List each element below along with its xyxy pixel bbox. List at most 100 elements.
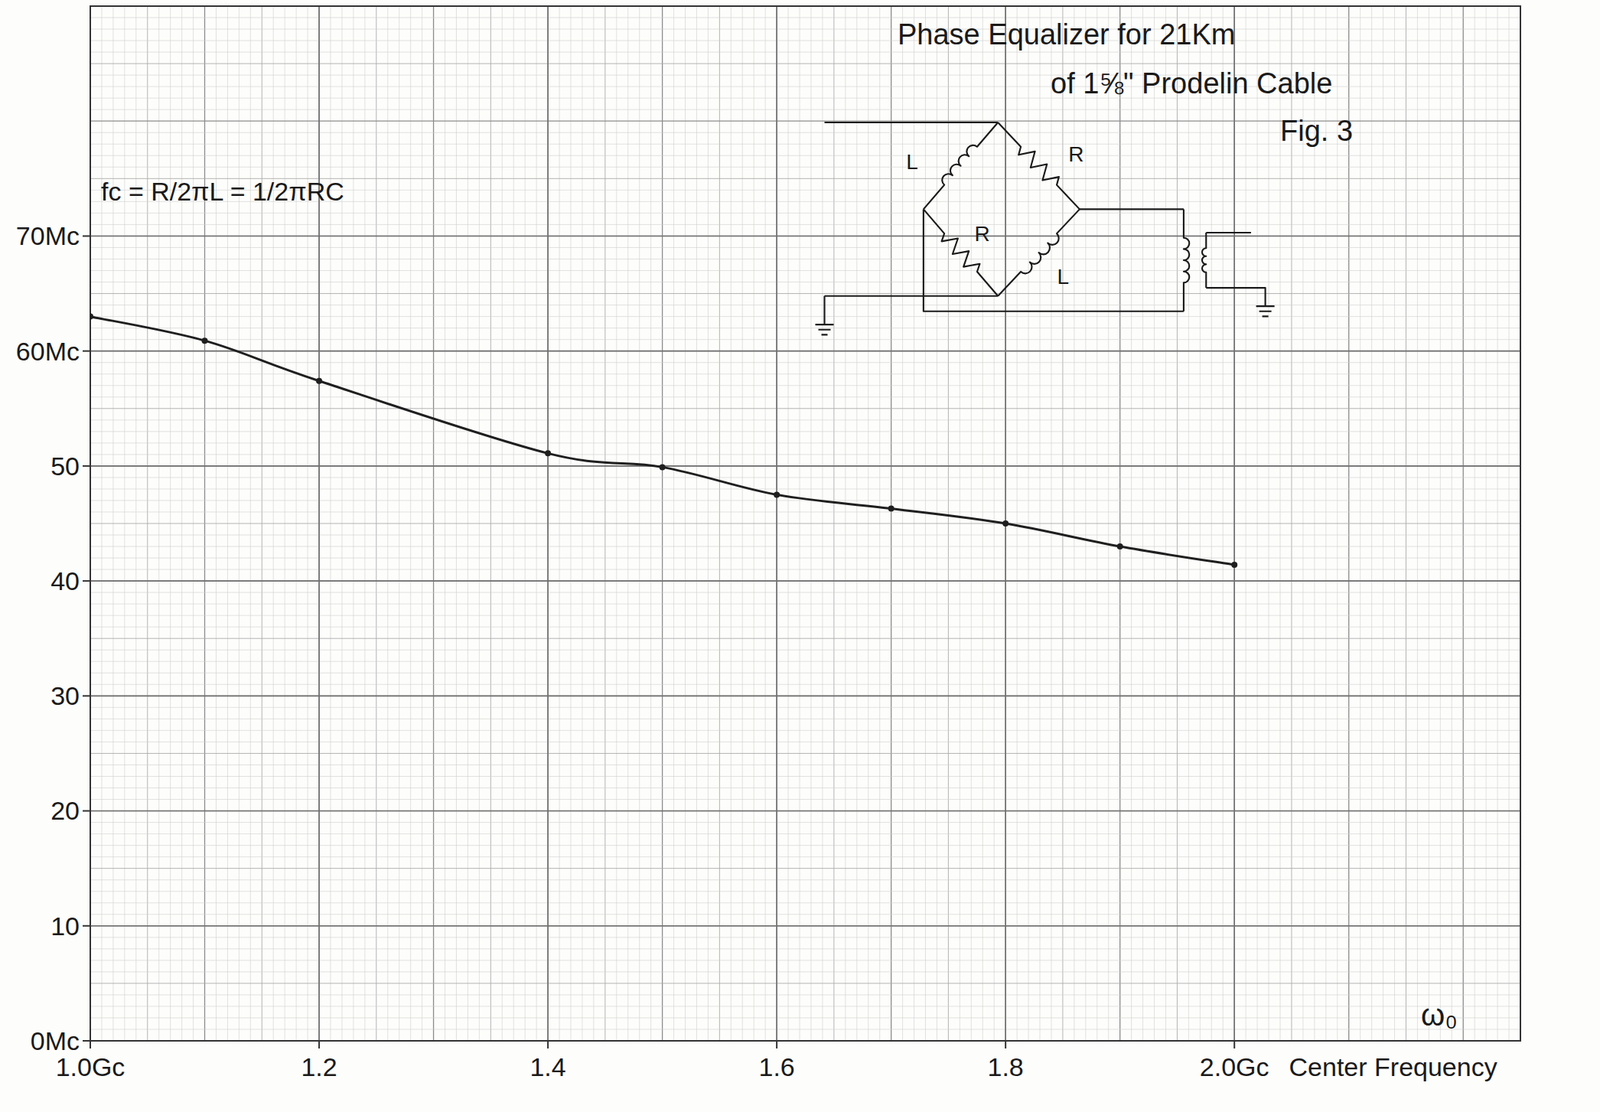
circuit-label: R: [1068, 142, 1084, 167]
data-point: [1002, 520, 1009, 527]
x-tick: [1233, 1040, 1236, 1049]
paper-line: [90, 453, 1521, 455]
paper-line: [90, 867, 1521, 869]
x-grid-line: [775, 6, 778, 1041]
paper-line: [90, 407, 1521, 409]
paper-line: [90, 304, 1521, 306]
paper-line: [90, 17, 1521, 19]
data-point: [90, 313, 94, 320]
wire: [824, 121, 999, 124]
omega-label: ω₀: [1420, 997, 1458, 1032]
paper-line: [90, 993, 1521, 995]
chart: 0Mc102030405060Mc70Mc1.0Gc1.21.41.61.82.…: [0, 0, 1600, 1112]
subtitle: of 1⅝" Prodelin Cable: [1050, 67, 1333, 100]
paper-line: [90, 224, 1521, 225]
x-grid-line: [547, 6, 549, 1041]
paper-line: [90, 661, 1521, 662]
paper-line: [90, 465, 1521, 466]
paper-line: [90, 247, 1521, 248]
y-tick-label: 10: [50, 911, 80, 941]
paper-line: [90, 109, 1521, 111]
y-tick: [82, 694, 91, 697]
paper-line: [90, 293, 1521, 294]
paper-line: [90, 707, 1521, 708]
y-tick: [82, 465, 91, 467]
paper-line: [90, 258, 1521, 260]
paper-line: [90, 948, 1521, 949]
paper-line: [90, 580, 1521, 581]
y-tick-label: 50: [50, 451, 80, 481]
paper-line: [90, 63, 1521, 65]
circuit-label: L: [905, 149, 919, 174]
y-tick: [82, 350, 91, 352]
paper-line: [1234, 6, 1236, 1041]
paper-line: [90, 1016, 1521, 1018]
background: [0, 0, 1600, 1112]
y-grid-line: [90, 580, 1521, 582]
paper-line: [90, 615, 1521, 616]
y-tick-label: 60Mc: [16, 336, 80, 366]
paper-line: [90, 29, 1521, 30]
figure-label: Fig. 3: [1280, 114, 1353, 147]
wire: [1205, 287, 1265, 307]
y-tick-label: 0Mc: [30, 1026, 80, 1056]
wire: [1079, 208, 1184, 210]
paper-line: [90, 155, 1521, 157]
paper-line: [90, 810, 1521, 812]
paper-line: [90, 419, 1521, 421]
grid: [82, 6, 1521, 1049]
paper-line: [90, 557, 1521, 559]
paper-line: [90, 281, 1521, 283]
graph-paper: [90, 6, 1521, 1041]
x-grid-line: [1233, 6, 1236, 1041]
paper-line: [90, 638, 1521, 639]
inductor: [923, 122, 998, 209]
paper-line: [90, 476, 1521, 478]
paper-line: [90, 396, 1521, 398]
paper-line: [90, 523, 1521, 525]
paper-line: [90, 913, 1521, 915]
y-grid-line: [90, 350, 1521, 352]
paper-line: [90, 212, 1521, 214]
paper-line: [90, 350, 1521, 352]
y-grid-line: [90, 465, 1521, 467]
y-tick: [82, 925, 91, 927]
paper-line: [90, 1028, 1521, 1030]
paper-line: [775, 6, 777, 1041]
paper-line: [90, 752, 1521, 754]
paper-line: [90, 902, 1521, 903]
circuit: [815, 122, 1275, 335]
paper-line: [90, 971, 1521, 972]
data-point: [888, 505, 895, 512]
paper-line: [90, 695, 1521, 697]
paper-line: [547, 6, 548, 1041]
paper-line: [90, 166, 1521, 168]
x-tick-label: 1.2: [300, 1052, 337, 1082]
x-tick-label: 1.8: [987, 1052, 1024, 1082]
paper-line: [90, 764, 1521, 766]
formula: fc = R/2πL = 1/2πRC: [101, 176, 345, 206]
title: Phase Equalizer for 21Km: [897, 18, 1236, 51]
paper-line: [90, 1005, 1521, 1007]
data-point: [773, 491, 780, 498]
paper-line: [318, 6, 320, 1041]
paper-line: [90, 361, 1521, 363]
paper-line: [90, 879, 1521, 880]
y-tick-label: 70Mc: [16, 221, 80, 251]
resistor: [997, 122, 1080, 209]
circuit-label: R: [974, 221, 991, 246]
y-tick-label: 40: [50, 566, 80, 596]
circuit-label: L: [1057, 264, 1070, 289]
y-grid-line: [90, 810, 1521, 812]
paper-line: [90, 856, 1521, 858]
paper-line: [90, 40, 1521, 42]
y-tick: [82, 234, 91, 237]
paper-line: [90, 718, 1521, 720]
paper-line: [90, 603, 1521, 605]
paper-line: [90, 442, 1521, 444]
data-point: [1117, 543, 1124, 550]
paper-line: [90, 373, 1521, 375]
x-tick: [89, 1040, 92, 1049]
paper-line: [90, 649, 1521, 651]
paper-line: [90, 626, 1521, 628]
